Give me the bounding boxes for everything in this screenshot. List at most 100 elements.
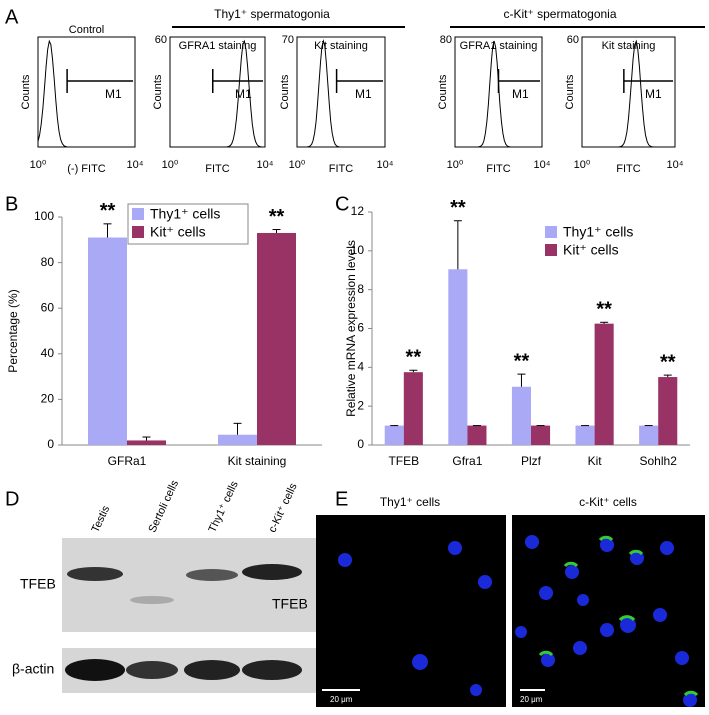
- band: [130, 596, 174, 604]
- x-tick-label: 10⁰: [447, 159, 464, 171]
- histogram: [37, 39, 135, 148]
- plot-title: Control: [69, 24, 104, 36]
- x-label: FITC: [616, 163, 640, 175]
- y-tick-label: 60: [155, 34, 167, 46]
- x-tick-label: Gfra1: [452, 454, 482, 468]
- bar: [88, 237, 127, 445]
- x-tick-label: 10⁰: [289, 159, 306, 171]
- panel-letter: A: [5, 6, 19, 28]
- y-tick-label: 80: [440, 34, 452, 46]
- y-tick-label: 4: [357, 360, 364, 374]
- lane-label: c-Kit⁺ cells: [266, 481, 299, 534]
- plot-subtitle: Kit staining: [314, 40, 368, 52]
- plot-subtitle: GFRA1 staining: [460, 40, 538, 52]
- y-tick-label: 0: [357, 437, 364, 451]
- bar: [467, 425, 487, 445]
- histogram: [170, 39, 265, 148]
- y-tick-label: 12: [351, 204, 365, 218]
- column-label: c-Kit⁺ cells: [579, 495, 637, 509]
- y-axis-label: Relative mRNA expression levels: [344, 240, 358, 417]
- legend-swatch: [545, 226, 557, 238]
- bar: [575, 425, 595, 445]
- band: [126, 661, 178, 679]
- bar: [594, 323, 614, 445]
- group-title: c-Kit⁺ spermatogonia: [503, 7, 616, 21]
- panel-letter: B: [5, 193, 18, 215]
- x-tick-label: Sohlh2: [640, 454, 678, 468]
- panel-letter: D: [5, 488, 19, 510]
- x-label: FITC: [205, 163, 229, 175]
- band: [67, 567, 123, 581]
- gate-label: M1: [355, 87, 372, 101]
- band: [65, 659, 125, 681]
- scale-label: 20 μm: [520, 695, 543, 704]
- significance: **: [596, 299, 612, 321]
- x-tick-label: 10⁴: [257, 159, 274, 171]
- y-tick-label: 10: [351, 243, 365, 257]
- x-tick-label: 10⁴: [667, 159, 684, 171]
- lane-label: Thy1⁺ cells: [206, 479, 240, 535]
- lane-label: Testis: [89, 503, 112, 534]
- y-tick-label: 100: [34, 209, 54, 223]
- lane-label: Sertoli cells: [146, 478, 181, 534]
- significance: **: [660, 351, 676, 373]
- scale-label: 20 μm: [330, 695, 353, 704]
- y-tick-label: 40: [41, 346, 55, 360]
- x-tick-label: 10⁴: [377, 159, 394, 171]
- bar: [658, 377, 678, 445]
- y-tick-label: 0: [47, 437, 54, 451]
- row-label: β-actin: [12, 661, 54, 677]
- legend-swatch: [545, 244, 557, 256]
- histogram: [455, 40, 542, 148]
- y-tick-label: 60: [567, 34, 579, 46]
- y-tick-label: 2: [357, 398, 364, 412]
- gate-label: M1: [105, 87, 122, 101]
- plot-frame: [454, 36, 543, 148]
- y-label: Counts: [20, 74, 32, 109]
- x-tick-label: Kit staining: [228, 454, 287, 468]
- band: [242, 564, 302, 580]
- bar: [384, 425, 404, 445]
- y-label: Counts: [564, 74, 576, 109]
- plot-subtitle: GFRA1 staining: [179, 40, 257, 52]
- legend-label: Thy1⁺ cells: [563, 224, 633, 240]
- y-tick-label: 6: [357, 321, 364, 335]
- legend-label: Thy1⁺ cells: [150, 206, 220, 222]
- x-tick-label: GFRa1: [108, 454, 147, 468]
- plot-frame: [581, 36, 676, 148]
- x-tick-label: 10⁴: [127, 159, 144, 171]
- legend-swatch: [132, 226, 144, 238]
- significance: **: [406, 347, 422, 369]
- band: [186, 569, 238, 581]
- nuclei: [338, 535, 697, 707]
- y-label: Counts: [152, 74, 164, 109]
- y-label: Counts: [279, 74, 291, 109]
- plot-frame: [296, 36, 386, 148]
- significance: **: [100, 200, 116, 222]
- row-label: TFEB: [20, 576, 56, 592]
- panel-letter: E: [335, 488, 348, 510]
- gate-label: M1: [235, 87, 252, 101]
- significance: **: [514, 350, 530, 372]
- y-tick-label: 8: [357, 282, 364, 296]
- row-label: TFEB: [272, 596, 308, 612]
- bar: [639, 425, 659, 445]
- legend-frame: [127, 203, 249, 245]
- gate-label: M1: [645, 87, 662, 101]
- x-tick-label: 10⁰: [30, 159, 47, 171]
- bar: [531, 425, 551, 445]
- blot-tfeb: [62, 538, 327, 632]
- band: [242, 660, 302, 680]
- x-tick-label: TFEB: [388, 454, 419, 468]
- y-axis-label: Percentage (%): [6, 289, 20, 372]
- x-tick-label: Plzf: [521, 454, 542, 468]
- bar: [218, 434, 257, 445]
- x-label: FITC: [329, 163, 353, 175]
- tfeb-signal: [538, 535, 699, 697]
- y-tick-label: 60: [41, 300, 55, 314]
- x-label: FITC: [486, 163, 510, 175]
- legend-label: Kit⁺ cells: [150, 224, 206, 240]
- x-tick-label: 10⁰: [574, 159, 591, 171]
- x-tick-label: Kit: [588, 454, 603, 468]
